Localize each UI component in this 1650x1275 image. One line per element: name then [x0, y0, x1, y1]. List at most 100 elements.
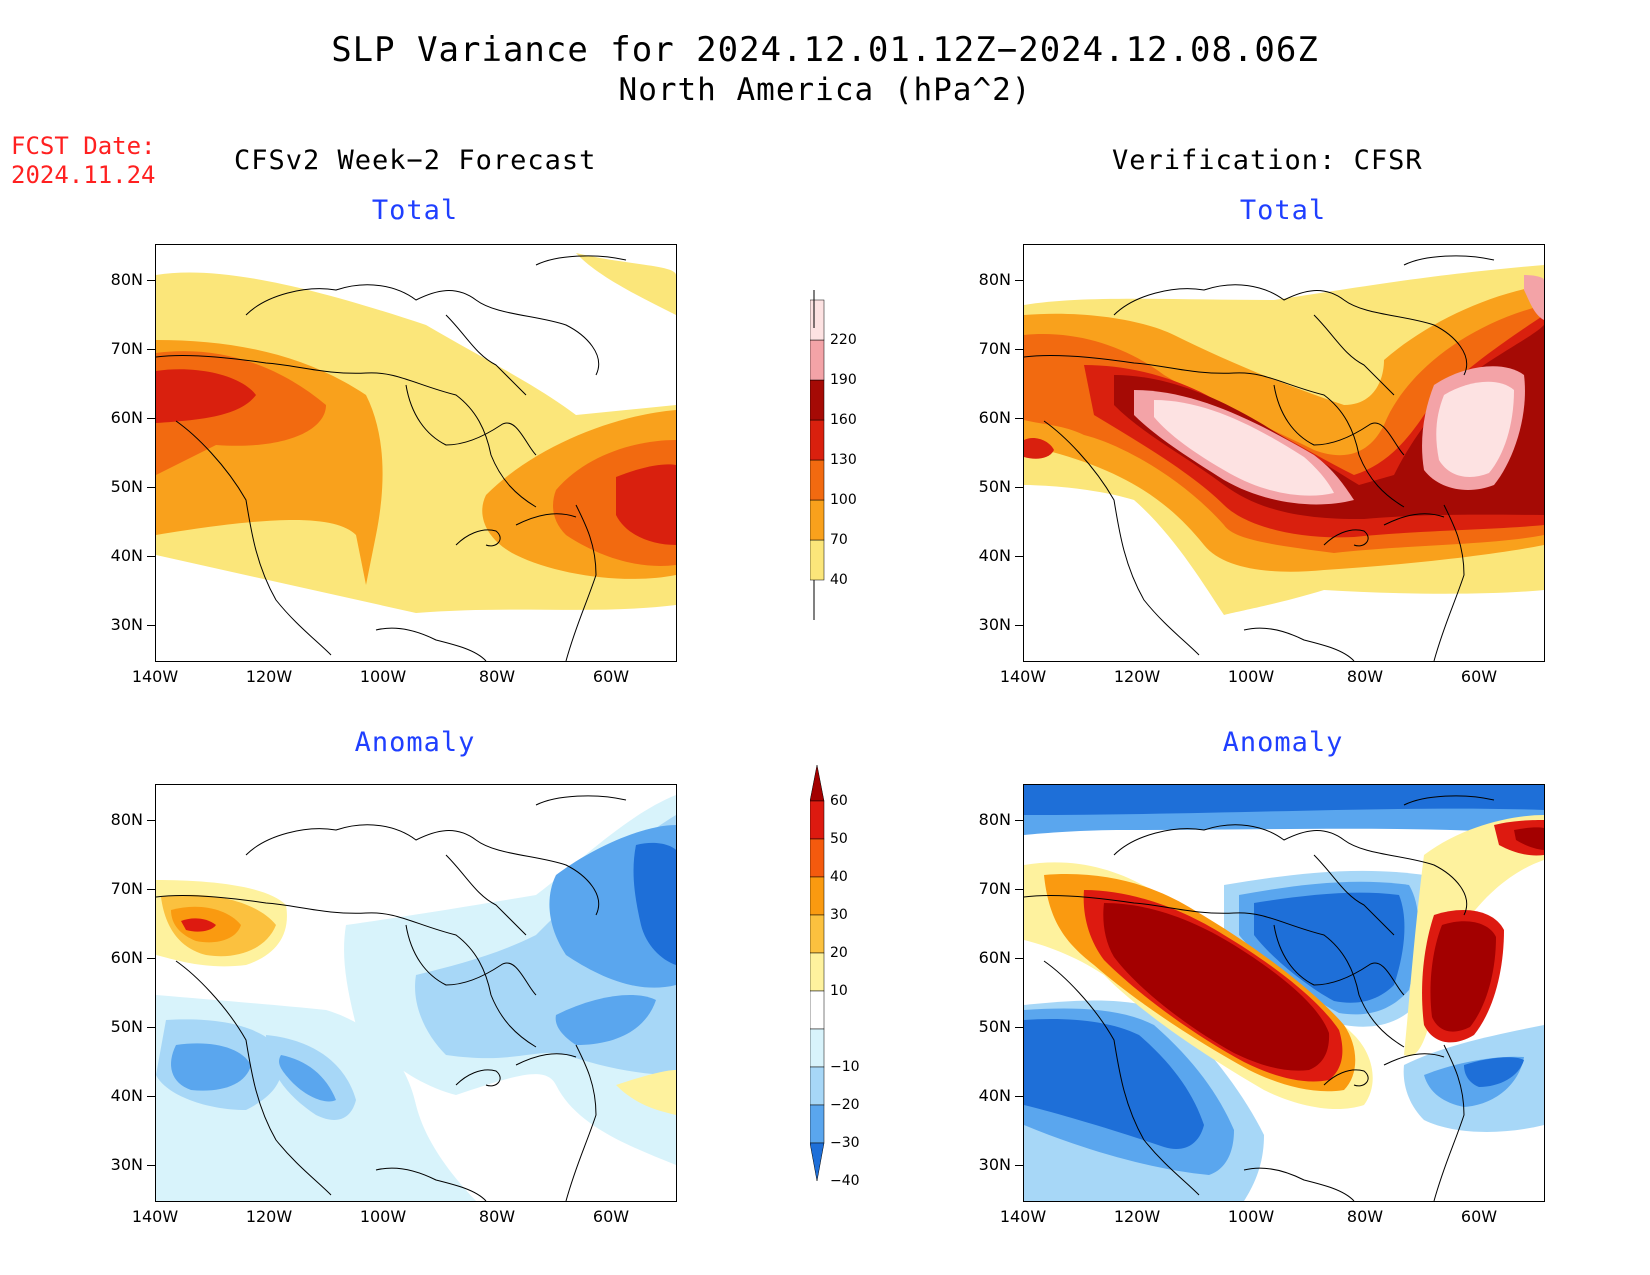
colorbar-anomaly-swatch	[809, 1142, 825, 1182]
lon-tick-label: 100W	[1227, 1207, 1275, 1226]
colorbar-anomaly-swatch	[809, 990, 825, 1030]
colorbar-anomaly-label: 50	[830, 831, 848, 847]
lon-tick-label: 100W	[1227, 667, 1275, 686]
fcst-date-label: FCST Date:	[11, 132, 156, 160]
colorbar-anomaly-label: 20	[830, 945, 848, 961]
colorbar-anomaly-swatch	[809, 876, 825, 916]
lon-tick-label: 80W	[1346, 1207, 1384, 1226]
colorbar-total-swatch	[809, 339, 825, 381]
colorbar-anomaly-label: −20	[830, 1097, 860, 1113]
shading-forecast-anomaly	[156, 795, 676, 1201]
lon-tick-label: 60W	[1460, 1207, 1498, 1226]
colorbar-total-label: 160	[830, 412, 857, 428]
lat-tick-mark	[147, 1165, 155, 1166]
colorbar-anomaly-label: 10	[830, 983, 848, 999]
lon-tick-label: 120W	[245, 1207, 293, 1226]
colorbar-anomaly-swatch	[809, 838, 825, 878]
colorbar-total-label: 220	[830, 332, 857, 348]
lon-tick-label: 140W	[131, 667, 179, 686]
forecast-column-header: CFSv2 Week−2 Forecast	[234, 145, 597, 176]
lat-tick-mark	[1015, 487, 1023, 488]
colorbar-anomaly: 60 50 40 30 20 10 −10 −20 −30 −40	[809, 764, 870, 1215]
lat-tick-mark	[147, 625, 155, 626]
lat-tick-label: 80N	[110, 810, 143, 829]
lat-tick-label: 80N	[110, 270, 143, 289]
colorbar-total: 40 70 100 130 160 190 220	[809, 290, 870, 620]
colorbar-anomaly-swatch	[809, 1104, 825, 1144]
lat-tick-label: 80N	[978, 810, 1011, 829]
lon-tick-label: 120W	[1113, 1207, 1161, 1226]
colorbar-anomaly-swatch	[809, 1066, 825, 1106]
lat-tick-label: 30N	[110, 1155, 143, 1174]
lon-tick-label: 60W	[1460, 667, 1498, 686]
lon-tick-label: 120W	[1113, 667, 1161, 686]
lat-tick-mark	[147, 1096, 155, 1097]
forecast-total-subtitle: Total	[371, 195, 459, 226]
colorbar-total-swatch	[809, 459, 825, 501]
lat-tick-label: 50N	[978, 1017, 1011, 1036]
colorbar-anomaly-label: −30	[830, 1135, 860, 1151]
lon-tick-label: 140W	[999, 1207, 1047, 1226]
shading-verification-anomaly	[1024, 785, 1544, 1201]
colorbar-total-label: 130	[830, 452, 857, 468]
lat-tick-mark	[1015, 1027, 1023, 1028]
lat-tick-mark	[147, 958, 155, 959]
lat-tick-label: 70N	[978, 879, 1011, 898]
lon-tick-label: 140W	[999, 667, 1047, 686]
lat-tick-mark	[147, 1027, 155, 1028]
lat-tick-mark	[147, 889, 155, 890]
lat-tick-mark	[147, 349, 155, 350]
lat-tick-mark	[147, 556, 155, 557]
map-panel-verification-total	[1023, 244, 1545, 662]
colorbar-anomaly-label: −10	[830, 1059, 860, 1075]
lat-tick-label: 40N	[110, 546, 143, 565]
colorbar-anomaly-swatch	[809, 764, 825, 802]
colorbar-anomaly-label: 30	[830, 907, 848, 923]
colorbar-anomaly-swatch	[809, 1028, 825, 1068]
map-panel-forecast-total	[155, 244, 677, 662]
colorbar-total-label: 70	[830, 532, 848, 548]
lat-tick-mark	[147, 487, 155, 488]
lat-tick-label: 60N	[978, 408, 1011, 427]
coastlines	[1024, 255, 1495, 661]
lat-tick-label: 70N	[110, 879, 143, 898]
colorbar-total-swatch	[809, 419, 825, 461]
lat-tick-label: 40N	[110, 1086, 143, 1105]
coastlines	[156, 255, 627, 661]
forecast-anomaly-subtitle: Anomaly	[354, 727, 476, 758]
lat-tick-label: 70N	[978, 339, 1011, 358]
colorbar-total-swatch	[809, 379, 825, 421]
lat-tick-mark	[1015, 1165, 1023, 1166]
colorbar-anomaly-label: 40	[830, 869, 848, 885]
lon-tick-label: 80W	[478, 1207, 516, 1226]
lat-tick-label: 40N	[978, 546, 1011, 565]
lat-tick-mark	[147, 280, 155, 281]
lat-tick-mark	[1015, 1096, 1023, 1097]
lat-tick-mark	[1015, 958, 1023, 959]
colorbar-total-swatch	[809, 299, 825, 341]
lat-tick-mark	[1015, 349, 1023, 350]
verification-anomaly-subtitle: Anomaly	[1222, 727, 1344, 758]
colorbar-total-label: 100	[830, 492, 857, 508]
map-panel-forecast-anomaly	[155, 784, 677, 1202]
lat-tick-label: 50N	[978, 477, 1011, 496]
verification-column-header: Verification: CFSR	[1112, 145, 1423, 176]
lat-tick-label: 70N	[110, 339, 143, 358]
lat-tick-label: 60N	[110, 408, 143, 427]
lat-tick-mark	[1015, 280, 1023, 281]
lat-tick-label: 30N	[978, 615, 1011, 634]
lat-tick-mark	[1015, 889, 1023, 890]
lat-tick-label: 40N	[978, 1086, 1011, 1105]
map-panel-verification-anomaly	[1023, 784, 1545, 1202]
colorbar-anomaly-swatch	[809, 800, 825, 840]
lat-tick-mark	[1015, 418, 1023, 419]
lat-tick-mark	[147, 820, 155, 821]
lon-tick-label: 100W	[359, 667, 407, 686]
lon-tick-label: 60W	[592, 1207, 630, 1226]
lat-tick-label: 60N	[110, 948, 143, 967]
chart-subtitle: North America (hPa^2)	[618, 72, 1032, 108]
coastlines	[1024, 795, 1495, 1201]
coastlines	[156, 795, 627, 1201]
lat-tick-label: 60N	[978, 948, 1011, 967]
colorbar-anomaly-label: −40	[830, 1173, 860, 1189]
